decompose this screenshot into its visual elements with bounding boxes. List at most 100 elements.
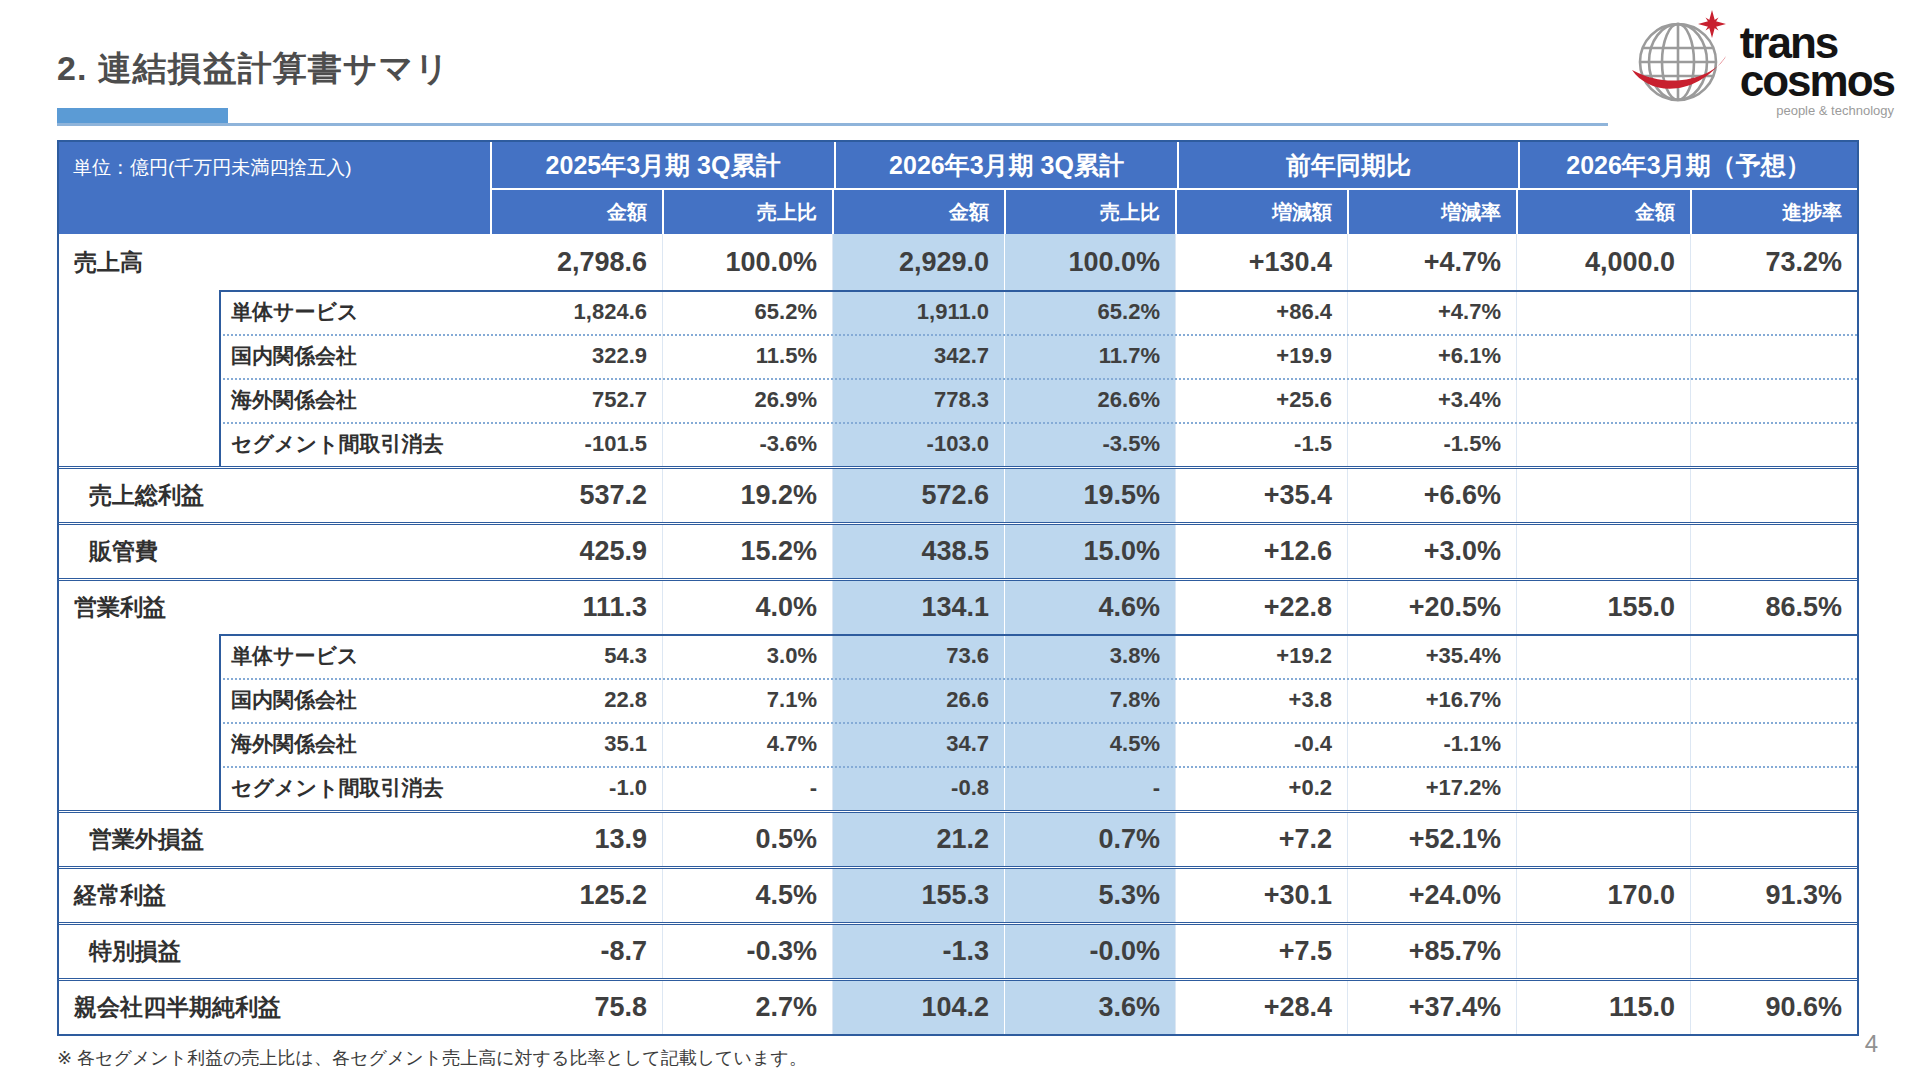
cell-yoy-amount: +19.2 — [1175, 634, 1347, 678]
table-body: 売上高 2,798.6 100.0% 2,929.0 100.0% +130.4… — [59, 234, 1857, 1034]
cell-amount-2025: 752.7 — [490, 378, 662, 422]
cell-progress-rate — [1690, 422, 1857, 466]
cell-amount-2026: 1,911.0 — [832, 290, 1004, 334]
cell-progress-rate — [1690, 925, 1857, 978]
row-label: 売上高 — [59, 234, 490, 290]
row-label: セグメント間取引消去 — [59, 766, 490, 810]
row-label: 国内関係会社 — [59, 334, 490, 378]
cell-ratio-2025: 2.7% — [662, 981, 832, 1034]
col-header-yoy-rate: 増減率 — [1347, 190, 1516, 234]
cell-ratio-2025: 3.0% — [662, 634, 832, 678]
cell-yoy-rate: +24.0% — [1347, 869, 1516, 922]
cell-ratio-2026: 7.8% — [1004, 678, 1175, 722]
cell-yoy-rate: +17.2% — [1347, 766, 1516, 810]
cell-progress-rate — [1690, 722, 1857, 766]
cell-progress-rate: 73.2% — [1690, 234, 1857, 290]
row-label: 海外関係会社 — [59, 378, 490, 422]
cell-progress-rate — [1690, 525, 1857, 578]
logo-tagline: people & technology — [1740, 104, 1894, 117]
col-group-fy2026-forecast: 2026年3月期（予想） — [1518, 142, 1857, 188]
cell-amount-2026: 572.6 — [832, 469, 1004, 522]
cell-amount-2025: 75.8 — [490, 981, 662, 1034]
cell-yoy-rate: +4.7% — [1347, 290, 1516, 334]
cell-amount-2026: 155.3 — [832, 869, 1004, 922]
cell-ratio-2026: -3.5% — [1004, 422, 1175, 466]
cell-yoy-amount: +30.1 — [1175, 869, 1347, 922]
cell-amount-2025: 425.9 — [490, 525, 662, 578]
cell-ratio-2025: 19.2% — [662, 469, 832, 522]
cell-ratio-2025: 4.7% — [662, 722, 832, 766]
logo-word-cosmos: cosmos — [1740, 62, 1894, 100]
cell-progress-rate: 91.3% — [1690, 869, 1857, 922]
cell-yoy-rate: +52.1% — [1347, 813, 1516, 866]
table-row: セグメント間取引消去 -1.0 - -0.8 - +0.2 +17.2% — [59, 766, 1857, 810]
cell-ratio-2026: 4.5% — [1004, 722, 1175, 766]
cell-ratio-2026: 100.0% — [1004, 234, 1175, 290]
table-row: 営業利益 111.3 4.0% 134.1 4.6% +22.8 +20.5% … — [59, 578, 1857, 634]
cell-amount-2026: 778.3 — [832, 378, 1004, 422]
col-group-fy2025-3q: 2025年3月期 3Q累計 — [492, 142, 834, 188]
cell-yoy-amount: -1.5 — [1175, 422, 1347, 466]
cell-ratio-2026: 5.3% — [1004, 869, 1175, 922]
cell-amount-2025: -1.0 — [490, 766, 662, 810]
col-header-progress-rate: 進捗率 — [1690, 190, 1857, 234]
cell-amount-2025: -101.5 — [490, 422, 662, 466]
col-header-amount-2026: 金額 — [832, 190, 1004, 234]
cell-yoy-rate: +85.7% — [1347, 925, 1516, 978]
cell-yoy-rate: -1.5% — [1347, 422, 1516, 466]
cell-yoy-rate: +3.0% — [1347, 525, 1516, 578]
cell-forecast-amount — [1516, 525, 1690, 578]
cell-progress-rate: 86.5% — [1690, 581, 1857, 634]
cell-yoy-rate: -1.1% — [1347, 722, 1516, 766]
row-label: 海外関係会社 — [59, 722, 490, 766]
cell-forecast-amount — [1516, 334, 1690, 378]
cell-ratio-2025: 4.0% — [662, 581, 832, 634]
row-label: 親会社四半期純利益 — [59, 981, 490, 1034]
cell-amount-2025: 22.8 — [490, 678, 662, 722]
cell-yoy-amount: +22.8 — [1175, 581, 1347, 634]
cell-ratio-2026: 26.6% — [1004, 378, 1175, 422]
table-row: 売上高 2,798.6 100.0% 2,929.0 100.0% +130.4… — [59, 234, 1857, 290]
cell-forecast-amount — [1516, 813, 1690, 866]
cell-yoy-amount: +0.2 — [1175, 766, 1347, 810]
cell-ratio-2025: 100.0% — [662, 234, 832, 290]
cell-amount-2025: 35.1 — [490, 722, 662, 766]
cell-progress-rate — [1690, 334, 1857, 378]
cell-yoy-rate: +6.6% — [1347, 469, 1516, 522]
cell-ratio-2025: 0.5% — [662, 813, 832, 866]
row-label: 特別損益 — [59, 925, 490, 978]
row-label: 国内関係会社 — [59, 678, 490, 722]
table-row: 経常利益 125.2 4.5% 155.3 5.3% +30.1 +24.0% … — [59, 866, 1857, 922]
cell-yoy-amount: +86.4 — [1175, 290, 1347, 334]
table-row: 単体サービス 54.3 3.0% 73.6 3.8% +19.2 +35.4% — [59, 634, 1857, 678]
cell-forecast-amount — [1516, 290, 1690, 334]
cell-yoy-amount: +7.2 — [1175, 813, 1347, 866]
cell-amount-2025: 537.2 — [490, 469, 662, 522]
row-label: 販管費 — [59, 525, 490, 578]
cell-ratio-2026: 3.8% — [1004, 634, 1175, 678]
cell-ratio-2025: 11.5% — [662, 334, 832, 378]
cell-yoy-amount: +7.5 — [1175, 925, 1347, 978]
cell-ratio-2026: 4.6% — [1004, 581, 1175, 634]
cell-yoy-rate: +3.4% — [1347, 378, 1516, 422]
title-accent-bar — [57, 108, 228, 123]
cell-yoy-rate: +37.4% — [1347, 981, 1516, 1034]
cell-amount-2025: 2,798.6 — [490, 234, 662, 290]
table-header: 単位：億円(千万円未満四捨五入) 2025年3月期 3Q累計 2026年3月期 … — [59, 142, 1857, 234]
col-header-amount-2025: 金額 — [492, 190, 662, 234]
cell-yoy-amount: +28.4 — [1175, 981, 1347, 1034]
table-row: 親会社四半期純利益 75.8 2.7% 104.2 3.6% +28.4 +37… — [59, 978, 1857, 1034]
cell-amount-2025: -8.7 — [490, 925, 662, 978]
table-row: 販管費 425.9 15.2% 438.5 15.0% +12.6 +3.0% — [59, 522, 1857, 578]
cell-ratio-2025: -0.3% — [662, 925, 832, 978]
cell-yoy-amount: +130.4 — [1175, 234, 1347, 290]
cell-yoy-amount: +19.9 — [1175, 334, 1347, 378]
cell-yoy-amount: +12.6 — [1175, 525, 1347, 578]
cell-ratio-2026: 11.7% — [1004, 334, 1175, 378]
cell-ratio-2025: - — [662, 766, 832, 810]
cell-amount-2025: 54.3 — [490, 634, 662, 678]
cell-yoy-rate: +35.4% — [1347, 634, 1516, 678]
company-logo: trans cosmos people & technology — [1630, 10, 1894, 117]
table-row: 売上総利益 537.2 19.2% 572.6 19.5% +35.4 +6.6… — [59, 466, 1857, 522]
row-label: 単体サービス — [59, 634, 490, 678]
